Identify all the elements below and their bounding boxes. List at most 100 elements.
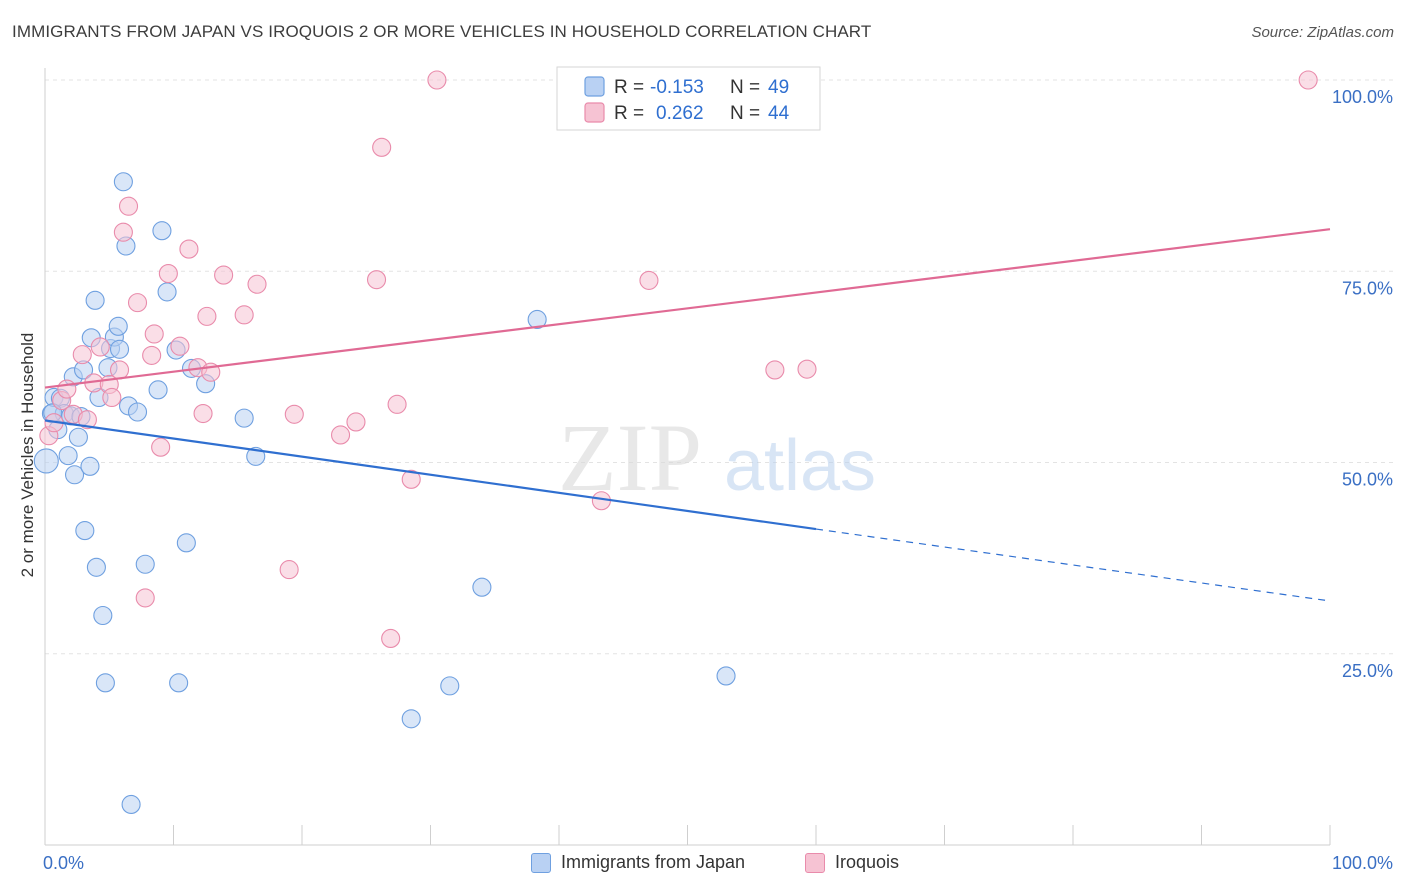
point-iroquois-27 — [234, 305, 254, 325]
point-japan-23 — [108, 316, 128, 336]
stats-n-label-iroquois: N = — [730, 103, 760, 124]
tick-labels: 100.0% 75.0% 50.0% 25.0% 0.0% 100.0% — [43, 87, 1393, 873]
point-iroquois-13 — [118, 196, 139, 216]
point-iroquois-41 — [765, 360, 785, 380]
point-japan-45 — [716, 666, 736, 686]
point-iroquois-12 — [113, 222, 133, 242]
watermark: ZIP atlas — [558, 404, 876, 511]
point-japan-40 — [401, 709, 421, 729]
point-iroquois-3 — [57, 379, 77, 399]
point-japan-32 — [157, 282, 177, 302]
point-iroquois-11 — [109, 360, 130, 380]
legend-label-iroquois: Iroquois — [835, 852, 900, 872]
point-japan-28 — [127, 402, 148, 422]
gridlines — [45, 79, 1395, 655]
point-iroquois-8 — [90, 337, 110, 357]
point-iroquois-30 — [284, 404, 304, 424]
stats-r-label-japan: R = — [614, 77, 644, 98]
point-iroquois-37 — [401, 469, 421, 489]
legend-item-japan: Immigrants from Japan — [531, 852, 745, 873]
legend-label-japan: Immigrants from Japan — [561, 852, 746, 872]
point-japan-15 — [85, 290, 105, 310]
y-tick-label-3: 25.0% — [1342, 661, 1393, 681]
x-tick-label-0: 0.0% — [43, 853, 84, 873]
point-japan-0 — [33, 448, 59, 474]
stats-legend: R = -0.153 N = 49 R = 0.262 N = 44 — [556, 66, 821, 131]
point-iroquois-33 — [366, 270, 387, 290]
point-japan-31 — [152, 221, 172, 241]
point-iroquois-14 — [127, 293, 148, 313]
stats-n-value-japan: 49 — [768, 77, 789, 98]
trend-line-japan-extension — [815, 528, 1331, 602]
y-tick-label-2: 50.0% — [1342, 470, 1393, 490]
point-iroquois-26 — [214, 265, 234, 285]
stats-r-label-iroquois: R = — [614, 103, 644, 124]
point-japan-6 — [58, 446, 78, 466]
point-japan-16 — [86, 557, 106, 577]
point-japan-35 — [176, 533, 196, 553]
point-iroquois-5 — [72, 345, 92, 365]
point-iroquois-29 — [279, 560, 299, 580]
trend-line-japan — [44, 419, 817, 531]
point-iroquois-20 — [170, 336, 190, 356]
point-iroquois-23 — [193, 403, 213, 424]
point-iroquois-28 — [247, 274, 267, 294]
point-iroquois-43 — [1298, 70, 1318, 90]
y-tick-label-1: 75.0% — [1342, 278, 1393, 298]
point-japan-10 — [68, 427, 88, 447]
point-iroquois-24 — [197, 306, 217, 326]
point-japan-43 — [527, 309, 547, 329]
point-japan-29 — [135, 554, 155, 574]
trend-lines — [44, 228, 1331, 602]
trend-line-iroquois — [44, 228, 1331, 389]
point-iroquois-16 — [142, 345, 162, 365]
stats-r-value-iroquois: 0.262 — [656, 103, 704, 124]
point-iroquois-42 — [797, 359, 817, 379]
stats-legend-swatch-japan — [584, 76, 605, 97]
point-iroquois-19 — [158, 263, 178, 284]
y-tick-label-0: 100.0% — [1332, 87, 1393, 107]
stats-n-value-iroquois: 44 — [768, 103, 790, 124]
point-iroquois-38 — [427, 70, 447, 90]
point-japan-18 — [93, 605, 113, 626]
legend-swatch-iroquois — [805, 852, 825, 873]
point-japan-13 — [80, 456, 100, 476]
point-japan-42 — [472, 577, 492, 597]
point-japan-12 — [75, 521, 95, 541]
series-legend: Immigrants from Japan Iroquois — [0, 852, 1406, 878]
point-japan-39 — [246, 446, 266, 466]
point-japan-41 — [440, 676, 460, 696]
legend-item-iroquois: Iroquois — [805, 852, 899, 873]
point-iroquois-31 — [330, 425, 351, 445]
point-iroquois-32 — [346, 412, 366, 432]
point-iroquois-40 — [639, 270, 659, 290]
point-japan-24 — [113, 172, 133, 192]
x-tick-label-1: 100.0% — [1332, 853, 1393, 873]
point-japan-34 — [169, 673, 189, 693]
legend-swatch-japan — [531, 852, 551, 873]
point-iroquois-35 — [381, 628, 401, 649]
point-japan-27 — [121, 794, 141, 815]
point-japan-19 — [95, 673, 115, 693]
point-iroquois-36 — [387, 394, 407, 414]
chart-title: IMMIGRANTS FROM JAPAN VS IROQUOIS 2 OR M… — [12, 22, 872, 41]
point-japan-9 — [65, 465, 85, 485]
point-iroquois-15 — [135, 588, 155, 608]
point-japan-48 — [109, 339, 130, 359]
data-points — [33, 70, 1318, 815]
watermark-zip: ZIP — [558, 404, 702, 511]
source-label: Source: ZipAtlas.com — [1251, 24, 1394, 41]
point-iroquois-17 — [144, 324, 164, 344]
stats-n-label-japan: N = — [730, 77, 760, 98]
point-iroquois-10 — [102, 387, 122, 408]
point-iroquois-6 — [77, 410, 97, 430]
point-japan-30 — [148, 380, 168, 400]
point-iroquois-21 — [179, 239, 199, 259]
watermark-atlas: atlas — [724, 426, 876, 506]
point-iroquois-18 — [151, 437, 171, 457]
stats-r-value-japan: -0.153 — [650, 77, 704, 98]
point-iroquois-34 — [372, 137, 392, 157]
stats-legend-swatch-iroquois — [584, 102, 605, 123]
point-japan-38 — [234, 408, 254, 428]
